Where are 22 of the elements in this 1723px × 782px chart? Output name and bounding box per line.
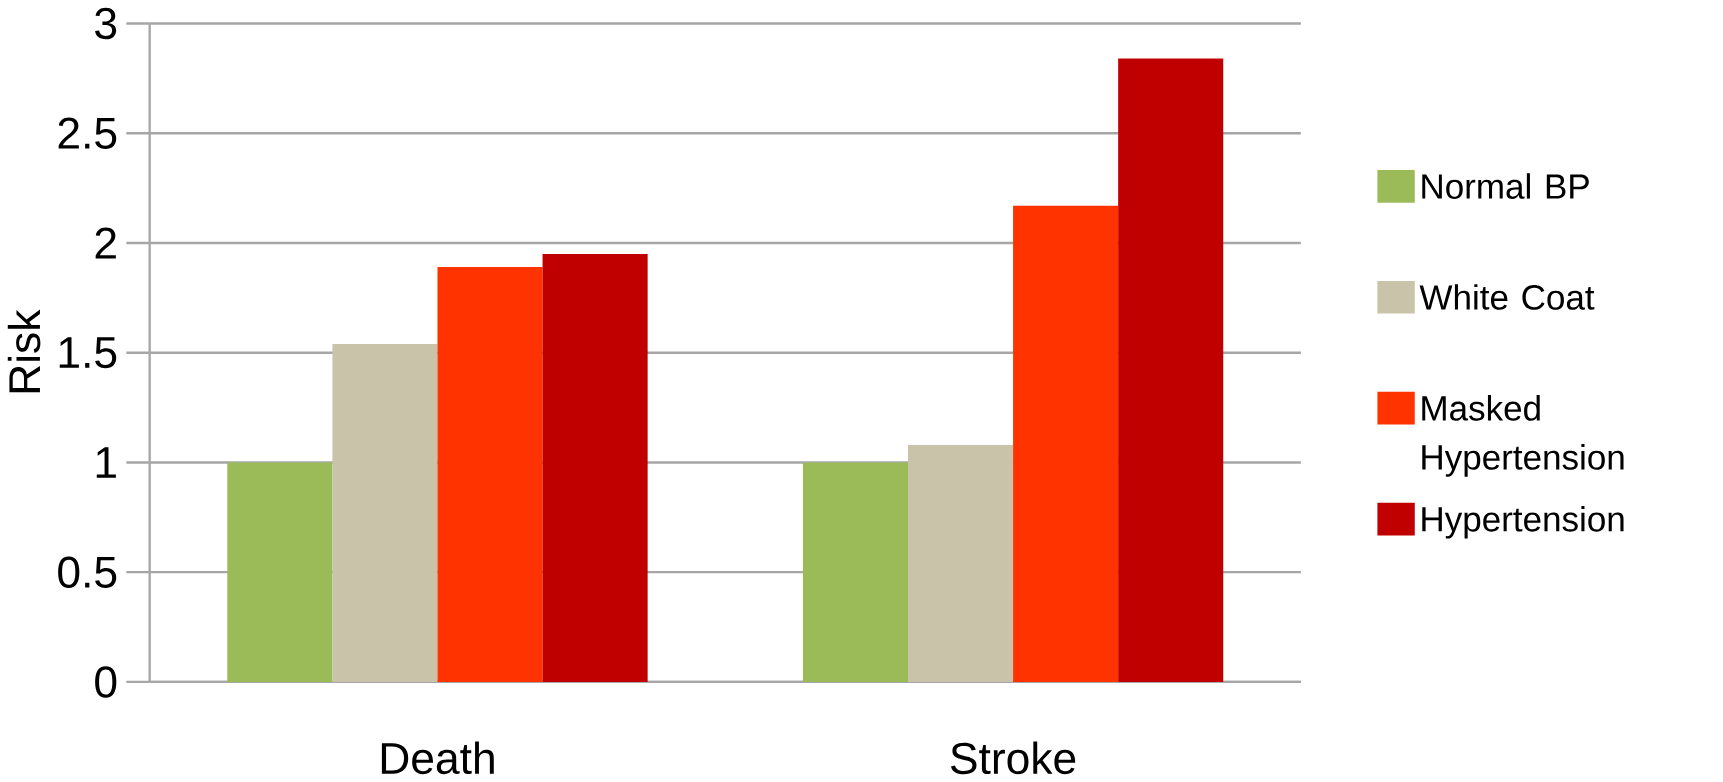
y-tick-label: 2 <box>95 227 116 259</box>
bar <box>227 462 333 682</box>
bar <box>802 462 908 682</box>
y-axis-title: Risk <box>7 309 41 393</box>
legend-label: Masked Hypertension <box>1422 395 1624 477</box>
x-tick-label: Death <box>381 741 494 775</box>
y-tick-label: 3 <box>95 7 117 40</box>
bar <box>437 267 543 682</box>
x-tick-label: Stroke <box>950 741 1076 775</box>
bar <box>542 253 648 682</box>
legend-label: Normal BP <box>1422 173 1589 199</box>
bar <box>908 444 1014 682</box>
legend-label: Hypertension <box>1422 506 1624 539</box>
legend-label: White Coat <box>1419 284 1595 310</box>
y-tick-label: 1.5 <box>59 337 117 369</box>
y-tick-label: 0.5 <box>58 556 117 588</box>
y-tick-label: 0 <box>95 666 117 698</box>
bar <box>1013 205 1119 682</box>
bar <box>332 343 438 682</box>
bar <box>1118 58 1224 682</box>
y-tick-label: 2.5 <box>58 117 117 149</box>
y-tick-label: 1 <box>96 447 116 478</box>
